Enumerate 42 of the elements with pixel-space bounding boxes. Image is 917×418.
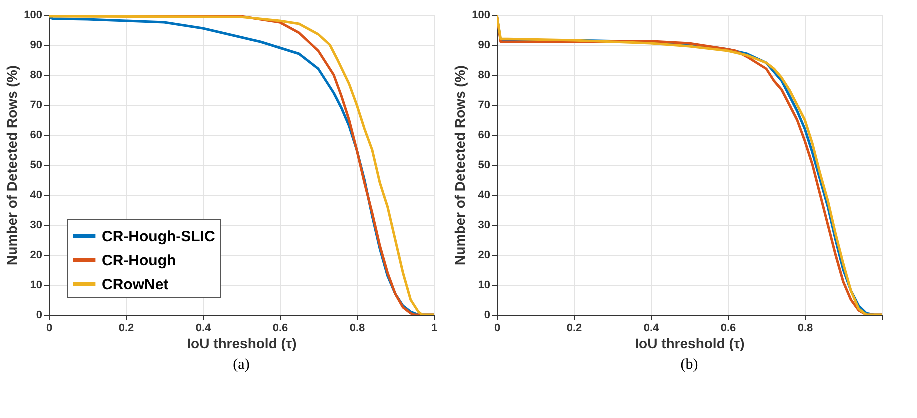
x-tick-label: 0.6 <box>720 322 736 334</box>
y-tick-label: 40 <box>30 190 42 202</box>
legend-label: CRowNet <box>102 276 169 294</box>
text: (b) <box>680 357 698 373</box>
y-tick-label: 90 <box>478 40 490 52</box>
legend-label: CR-Hough-SLIC <box>102 228 216 246</box>
x-tick-label: 0.8 <box>350 322 366 334</box>
x-axis-title: IoU threshold (τ) <box>635 336 745 352</box>
y-tick-label: 30 <box>478 220 490 232</box>
x-axis-title: IoU threshold (τ) <box>187 336 297 352</box>
x-tick-label: 0 <box>46 322 53 334</box>
y-tick-label: 80 <box>30 70 42 82</box>
y-tick-label: 10 <box>30 280 42 292</box>
x-tick-label: 0.8 <box>798 322 814 334</box>
y-tick-label: 100 <box>24 10 42 22</box>
y-tick-label: 50 <box>478 160 490 172</box>
x-tick-label: 1 <box>431 322 438 334</box>
text: (a) <box>233 357 250 373</box>
y-tick-label: 60 <box>30 130 42 142</box>
y-tick-label: 80 <box>478 70 490 82</box>
y-axis-title: Number of Detected Rows (%) <box>452 66 468 266</box>
y-tick-label: 20 <box>30 250 42 262</box>
y-tick-label: 0 <box>484 310 490 322</box>
x-tick-label: 0.4 <box>196 322 212 334</box>
y-tick-label: 40 <box>478 190 490 202</box>
y-tick-label: 20 <box>478 250 490 262</box>
y-tick-label: 10 <box>478 280 490 292</box>
y-tick-label: 70 <box>30 100 42 112</box>
legend-label: CR-Hough <box>102 252 176 270</box>
y-axis-title: Number of Detected Rows (%) <box>4 66 20 266</box>
x-tick-label: 0.2 <box>566 322 582 334</box>
y-tick-label: 90 <box>30 40 42 52</box>
x-tick-label: 0 <box>494 322 501 334</box>
x-tick-label: 0.4 <box>644 322 660 334</box>
y-tick-label: 0 <box>36 310 42 322</box>
y-tick-label: 50 <box>30 160 42 172</box>
y-tick-label: 60 <box>478 130 490 142</box>
y-tick-label: 30 <box>30 220 42 232</box>
x-tick-label: 0.2 <box>118 322 134 334</box>
y-tick-label: 100 <box>472 10 490 22</box>
y-tick-label: 70 <box>478 100 490 112</box>
x-tick-label: 0.6 <box>272 322 288 334</box>
